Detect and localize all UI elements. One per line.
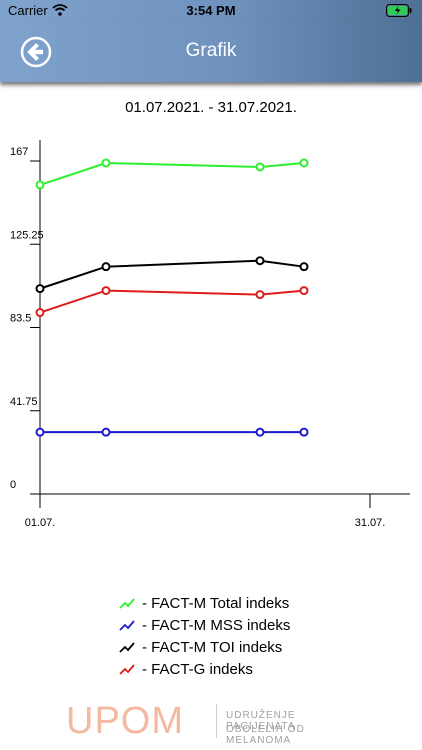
legend-item-total: - FACT-M Total indeks <box>118 593 290 615</box>
data-point <box>101 262 111 272</box>
data-point <box>101 158 111 168</box>
chart-legend: - FACT-M Total indeks - FACT-M MSS indek… <box>118 593 290 681</box>
status-bar: Carrier 3:54 PM <box>0 0 422 22</box>
data-point <box>299 286 309 296</box>
data-point <box>255 427 265 437</box>
series-line <box>39 289 305 314</box>
data-point <box>35 427 45 437</box>
back-button[interactable] <box>20 36 52 68</box>
x-tick-label: 01.07. <box>25 517 56 529</box>
data-point <box>255 256 265 266</box>
data-point <box>101 427 111 437</box>
line-chart: 0 41.75 83.5 125.25 167 01.07. 31.07. <box>10 140 410 529</box>
series-line <box>39 161 305 186</box>
y-tick-label: 0 <box>10 479 16 491</box>
y-tick-label: 125.25 <box>10 229 44 241</box>
x-tick-label: 31.07. <box>355 517 386 529</box>
carrier-label: Carrier <box>8 3 48 18</box>
data-point <box>35 180 45 190</box>
logo-tagline-1: UDRUŽENJE PACIJENATA <box>226 710 296 732</box>
legend-line-icon <box>119 620 135 631</box>
data-point <box>299 158 309 168</box>
battery-icon <box>386 4 412 20</box>
legend-item-mss: - FACT-M MSS indeks <box>118 615 290 637</box>
legend-item-toi: - FACT-M TOI indeks <box>118 637 290 659</box>
y-tick-label: 167 <box>10 146 28 158</box>
legend-item-factg: - FACT-G indeks <box>118 659 290 681</box>
y-tick-label: 41.75 <box>10 396 38 408</box>
logo-divider <box>216 704 217 738</box>
data-point <box>299 427 309 437</box>
back-arrow-icon <box>20 36 52 68</box>
data-point <box>35 308 45 318</box>
series-line <box>39 259 305 290</box>
date-range-label: 01.07.2021. - 31.07.2021. <box>125 99 297 116</box>
data-point <box>255 290 265 300</box>
legend-line-icon <box>119 664 135 675</box>
page-title: Grafik <box>185 40 237 61</box>
upom-logo: UPOM UDRUŽENJE PACIJENATA OBOLELIH OD ME… <box>66 700 366 746</box>
y-tick-label: 83.5 <box>10 313 31 325</box>
logo-wordmark: UPOM <box>66 700 184 742</box>
data-point <box>101 286 111 296</box>
logo-tagline-2: OBOLELIH OD MELANOMA <box>226 724 305 746</box>
clock: 3:54 PM <box>186 3 236 18</box>
data-point <box>255 162 265 172</box>
legend-line-icon <box>119 598 135 609</box>
legend-line-icon <box>119 642 135 653</box>
legend-label: - FACT-G indeks <box>142 661 253 678</box>
wifi-icon <box>52 4 68 19</box>
legend-label: - FACT-M Total indeks <box>142 595 290 612</box>
data-point <box>35 284 45 294</box>
legend-label: - FACT-M MSS indeks <box>142 617 291 634</box>
data-point <box>299 262 309 272</box>
legend-label: - FACT-M TOI indeks <box>142 639 283 656</box>
navigation-bar: Grafik <box>0 22 422 82</box>
